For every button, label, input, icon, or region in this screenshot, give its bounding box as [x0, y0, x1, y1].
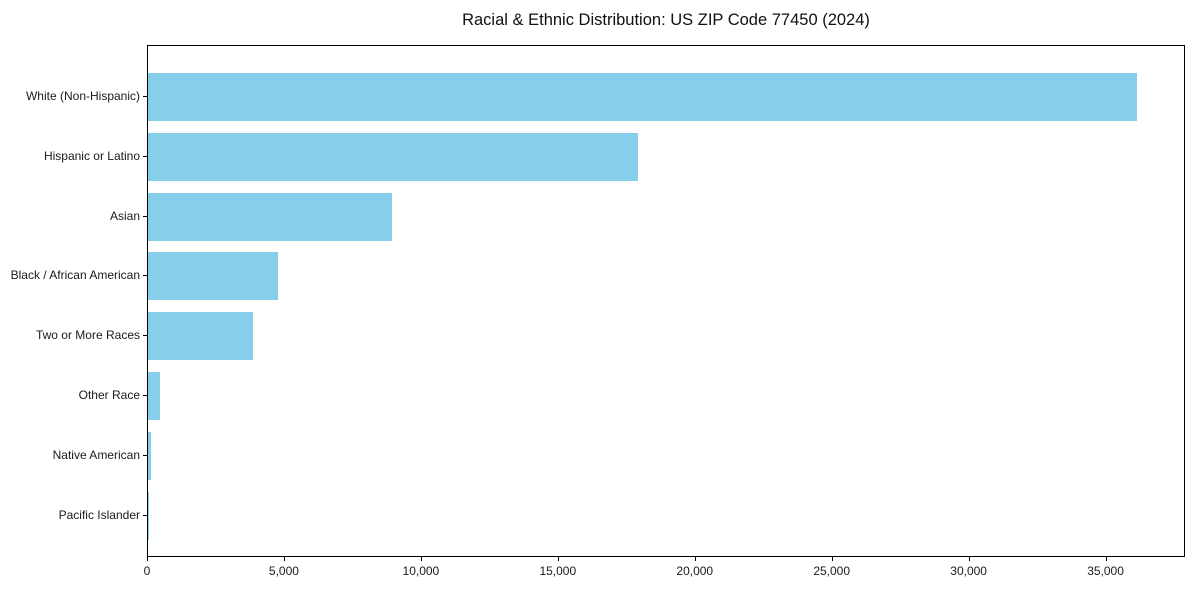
y-tick-mark — [143, 454, 147, 456]
y-tick-label: Two or More Races — [35, 328, 140, 343]
x-tick-mark — [694, 557, 696, 561]
plot-area — [147, 45, 1185, 557]
bar-asian — [148, 192, 392, 241]
x-tick-label: 10,000 — [402, 564, 440, 578]
y-tick-mark — [143, 395, 147, 396]
x-tick-label: 15,000 — [539, 564, 577, 578]
y-tick-mark — [143, 335, 147, 337]
y-tick-mark — [143, 514, 147, 516]
y-tick-mark — [143, 275, 147, 277]
x-tick-mark — [1105, 557, 1107, 561]
x-tick-mark — [557, 557, 559, 561]
bar-other-race — [148, 372, 160, 420]
x-tick-mark — [831, 557, 833, 561]
y-tick-label: Asian — [109, 208, 140, 223]
y-tick-label: Black / African American — [10, 268, 140, 283]
x-tick-label: 5,000 — [268, 564, 299, 578]
x-tick-label: 30,000 — [950, 564, 987, 578]
x-tick-mark — [968, 557, 970, 561]
y-tick-label: Native American — [52, 447, 140, 462]
bar-black-african-american — [148, 252, 279, 301]
x-tick-label: 0 — [143, 564, 151, 578]
x-tick-mark — [147, 557, 148, 561]
y-tick-label: Pacific Islander — [58, 507, 140, 522]
x-tick-label: 35,000 — [1087, 564, 1124, 578]
bar-pacific-islander — [148, 491, 149, 540]
x-tick-label: 25,000 — [813, 564, 851, 578]
bar-two-or-more-races — [148, 312, 254, 361]
y-tick-mark — [143, 215, 147, 217]
bar-hispanic-or-latino — [148, 132, 639, 181]
bar-white-non-hispanic — [148, 73, 1137, 121]
y-tick-label: White (Non-Hispanic) — [25, 89, 140, 103]
y-tick-mark — [143, 155, 147, 157]
x-tick-label: 20,000 — [676, 564, 714, 578]
y-tick-label: Hispanic or Latino — [43, 148, 140, 163]
y-tick-label: Other Race — [78, 388, 140, 402]
x-tick-mark — [283, 557, 285, 561]
x-tick-mark — [420, 557, 422, 561]
y-tick-mark — [143, 96, 147, 97]
bar-native-american — [148, 431, 151, 480]
chart-title: Racial & Ethnic Distribution: US ZIP Cod… — [462, 11, 870, 29]
